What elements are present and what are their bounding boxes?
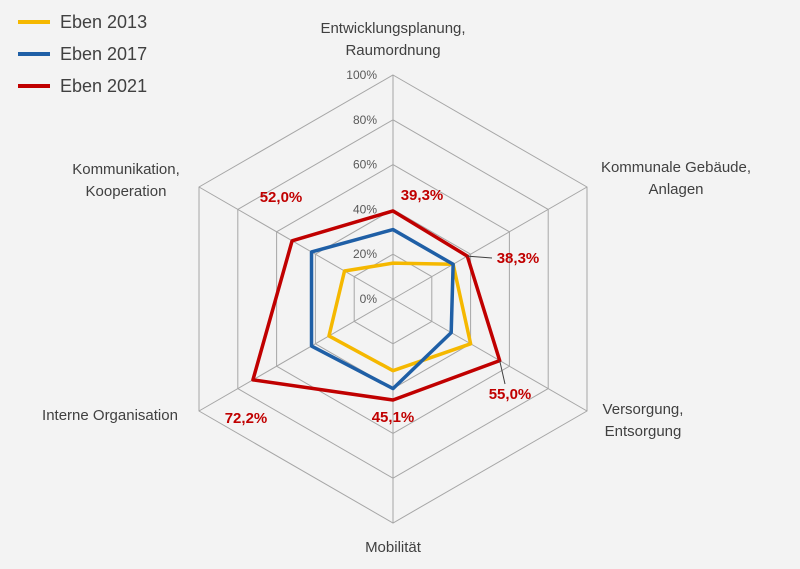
axis-labels: Entwicklungsplanung, Raumordnung Kommunale… bbox=[42, 20, 751, 556]
axis-label: Mobilität bbox=[365, 539, 422, 556]
data-label: 39,3% bbox=[401, 187, 444, 204]
radial-ticks: 0% 20% 40% 60% 80% 100% bbox=[346, 68, 377, 306]
data-label: 72,2% bbox=[225, 410, 268, 427]
axis-label: Versorgung, Entsorgung bbox=[603, 401, 684, 440]
tick-label: 60% bbox=[353, 158, 377, 172]
data-label: 45,1% bbox=[372, 409, 415, 426]
leader-line bbox=[467, 255, 493, 259]
data-labels: 39,3% 38,3% 55,0% 45,1% 72,2% 52,0% bbox=[225, 187, 540, 427]
legend-label: Eben 2013 bbox=[60, 12, 147, 32]
leader-line bbox=[499, 360, 506, 385]
grid-spoke-4 bbox=[198, 298, 394, 412]
radar-grid bbox=[198, 74, 588, 524]
data-label: 52,0% bbox=[260, 189, 303, 206]
grid-spoke-2 bbox=[392, 298, 588, 412]
grid-spoke-1 bbox=[392, 186, 588, 300]
tick-label: 100% bbox=[346, 68, 377, 82]
legend-label: Eben 2017 bbox=[60, 44, 147, 64]
tick-label: 20% bbox=[353, 247, 377, 261]
series-line-2 bbox=[309, 227, 455, 391]
axis-label: Entwicklungsplanung, Raumordnung bbox=[320, 20, 465, 59]
axis-label: Interne Organisation bbox=[42, 407, 178, 424]
data-label: 55,0% bbox=[489, 386, 532, 403]
axis-label: Kommunikation, Kooperation bbox=[72, 161, 180, 200]
data-label: 38,3% bbox=[497, 250, 540, 267]
legend: Eben 2013 Eben 2017 Eben 2021 bbox=[18, 12, 147, 96]
tick-label: 40% bbox=[353, 202, 377, 216]
axis-label: Kommunale Gebäude, Anlagen bbox=[601, 159, 751, 198]
tick-label: 0% bbox=[360, 292, 378, 306]
series-line-1 bbox=[327, 261, 473, 373]
grid-spoke-5 bbox=[198, 186, 394, 300]
legend-label: Eben 2021 bbox=[60, 76, 147, 96]
tick-label: 80% bbox=[353, 113, 377, 127]
